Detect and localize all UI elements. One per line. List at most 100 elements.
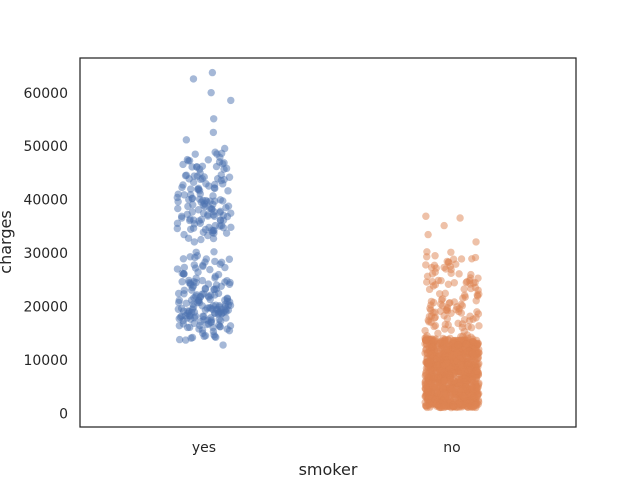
data-point-yes-290	[175, 321, 184, 330]
data-point-yes-193	[174, 289, 183, 298]
data-point-no-48	[467, 284, 475, 293]
data-point-no-1043	[469, 350, 477, 358]
data-point-yes-3	[227, 96, 235, 105]
data-point-no-1059	[471, 401, 479, 409]
y-tick-label-5: 50000	[23, 139, 68, 155]
data-point-no-2	[440, 221, 448, 230]
data-point-no-115	[447, 326, 455, 334]
y-tick-label-3: 30000	[23, 246, 68, 262]
data-point-yes-244	[201, 306, 210, 314]
data-point-no-1056	[440, 389, 448, 398]
data-point-no-1038	[465, 366, 473, 374]
data-point-yes-43	[189, 178, 198, 187]
data-point-no-7	[431, 252, 439, 260]
data-point-no-52	[441, 289, 449, 298]
data-point-yes-190	[187, 286, 196, 294]
data-point-yes-146	[225, 255, 234, 263]
data-point-no-1039	[462, 340, 470, 349]
data-point-no-26	[447, 269, 455, 278]
data-point-no-4	[472, 238, 480, 246]
data-point-no-1050	[473, 366, 481, 375]
data-point-yes-71	[219, 197, 227, 205]
data-point-no-967	[431, 395, 439, 404]
data-point-yes-132	[210, 229, 218, 237]
data-point-yes-101	[210, 212, 219, 220]
y-tick-label-0: 0	[59, 407, 68, 423]
data-point-no-1055	[434, 346, 442, 354]
data-point-no-38	[423, 278, 431, 286]
data-point-yes-61	[180, 191, 188, 199]
x-tick-label-no: no	[443, 440, 460, 456]
data-point-yes-295	[183, 323, 192, 332]
data-point-no-113	[467, 323, 476, 332]
y-tick-label-2: 20000	[23, 300, 68, 316]
data-point-yes-144	[179, 255, 188, 263]
data-point-no-88	[447, 309, 455, 317]
data-point-no-1031	[428, 343, 436, 351]
plot-frame	[79, 57, 577, 428]
data-point-yes-131	[222, 229, 231, 237]
data-point-yes-6	[182, 136, 191, 144]
data-point-yes-22	[212, 162, 221, 171]
data-point-no-87	[457, 309, 466, 317]
data-point-yes-311	[182, 336, 190, 344]
x-tick-label-yes: yes	[192, 440, 216, 456]
data-point-yes-153	[199, 262, 207, 271]
data-point-yes-305	[200, 332, 208, 341]
data-point-yes-14	[204, 156, 213, 164]
data-point-yes-4	[209, 115, 218, 123]
y-axis-label: charges	[0, 210, 15, 273]
data-point-yes-67	[185, 196, 193, 204]
data-point-no-1060	[453, 349, 461, 357]
data-point-yes-2	[207, 88, 215, 97]
data-point-yes-11	[191, 150, 199, 158]
data-point-yes-172	[178, 278, 186, 286]
data-point-yes-84	[222, 203, 230, 212]
data-point-no-1029	[430, 373, 438, 381]
data-point-no-996	[442, 359, 451, 367]
data-point-yes-163	[179, 270, 188, 278]
data-point-yes-124	[187, 225, 195, 233]
data-point-yes-154	[180, 263, 189, 272]
data-point-no-1013	[436, 339, 444, 347]
data-point-no-8	[423, 253, 431, 261]
data-point-yes-86	[174, 204, 182, 213]
data-point-no-97	[443, 315, 451, 323]
data-point-no-1032	[474, 339, 482, 348]
data-point-yes-119	[227, 223, 235, 232]
data-point-no-1041	[444, 346, 452, 354]
data-point-yes-45	[219, 180, 227, 188]
data-point-yes-113	[196, 219, 204, 227]
data-point-no-1023	[472, 383, 481, 392]
data-point-no-1008	[421, 336, 430, 344]
data-point-no-17	[422, 261, 430, 269]
data-point-yes-16	[184, 157, 192, 165]
data-point-no-10	[468, 255, 476, 263]
y-tick-label-4: 40000	[23, 193, 68, 209]
data-point-no-59	[459, 294, 467, 302]
data-point-no-27	[455, 270, 463, 278]
data-point-yes-179	[225, 280, 234, 289]
data-point-no-6	[447, 248, 455, 256]
data-point-yes-20	[179, 160, 187, 169]
data-point-yes-100	[204, 212, 212, 220]
data-point-no-3	[424, 230, 432, 239]
data-point-no-1034	[424, 387, 433, 395]
data-point-no-109	[475, 322, 483, 330]
data-point-yes-40	[196, 175, 205, 184]
y-tick-label-6: 60000	[23, 86, 68, 102]
data-point-yes-49	[178, 183, 186, 192]
data-point-no-968	[471, 357, 480, 366]
data-point-no-110	[430, 322, 438, 331]
data-point-yes-159	[194, 268, 202, 276]
data-point-yes-166	[211, 274, 219, 282]
data-point-yes-82	[184, 202, 192, 211]
data-point-yes-27	[220, 165, 228, 173]
data-point-no-41	[450, 279, 459, 287]
data-point-no-981	[433, 382, 442, 390]
data-point-no-1	[456, 214, 464, 222]
data-point-no-30	[423, 272, 432, 281]
data-point-yes-139	[210, 248, 218, 256]
data-point-yes-123	[173, 224, 182, 233]
